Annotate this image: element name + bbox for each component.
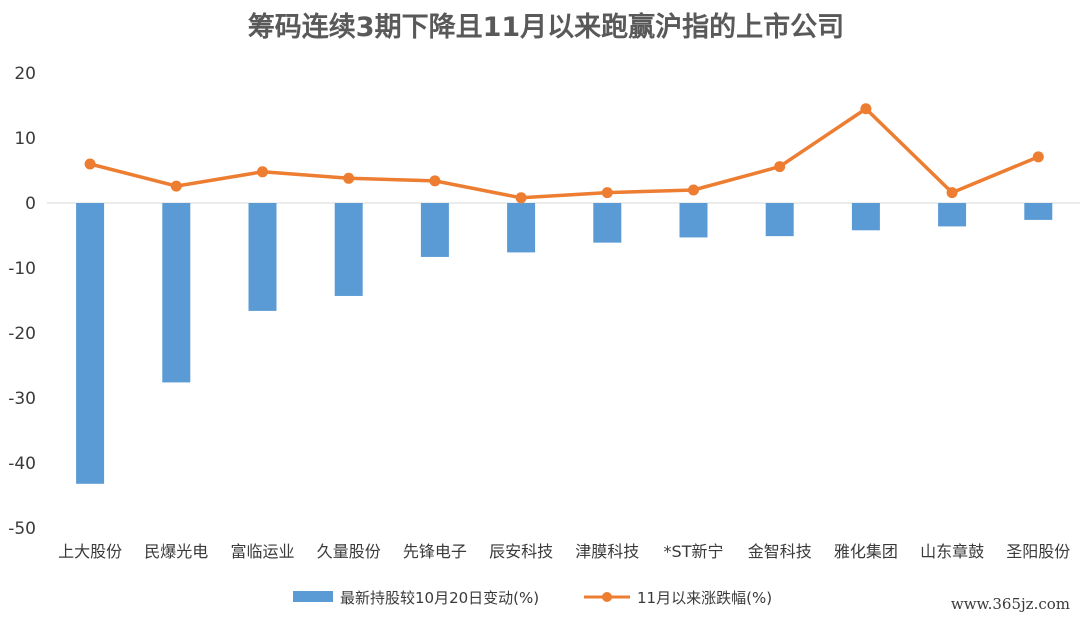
bar bbox=[851, 203, 880, 231]
legend: 最新持股较10月20日变动(%) 11月以来涨跌幅(%) bbox=[293, 589, 772, 607]
line-point bbox=[84, 158, 96, 170]
bar bbox=[938, 203, 967, 227]
y-tick-label: 10 bbox=[14, 129, 36, 149]
bar bbox=[76, 203, 105, 484]
legend-line-label: 11月以来涨跌幅(%) bbox=[637, 589, 772, 607]
bar bbox=[162, 203, 191, 383]
line-series bbox=[84, 103, 1044, 204]
y-tick-label: -40 bbox=[8, 454, 36, 474]
line-point bbox=[946, 187, 958, 199]
watermark: www.365jz.com bbox=[951, 595, 1070, 613]
x-tick-label: 山东章鼓 bbox=[920, 542, 984, 561]
x-tick-label: 雅化集团 bbox=[834, 542, 898, 561]
line-point bbox=[170, 180, 182, 192]
line-point bbox=[601, 187, 613, 199]
x-tick-label: 富临运业 bbox=[230, 542, 294, 561]
bar bbox=[420, 203, 449, 257]
y-tick-label: 0 bbox=[25, 194, 36, 214]
chart-title: 筹码连续3期下降且11月以来跑赢沪指的上市公司 bbox=[248, 11, 844, 43]
x-tick-label: 先锋电子 bbox=[403, 542, 467, 561]
bar bbox=[248, 203, 277, 311]
x-tick-label: 金智科技 bbox=[748, 542, 812, 561]
line-point bbox=[429, 175, 441, 187]
x-tick-label: 民爆光电 bbox=[144, 542, 208, 561]
line-point bbox=[343, 172, 355, 184]
x-tick-label: 久量股份 bbox=[317, 542, 381, 561]
series-line bbox=[89, 107, 1039, 200]
x-tick-label: 津膜科技 bbox=[575, 542, 639, 561]
line-point bbox=[860, 103, 872, 115]
bar bbox=[765, 203, 794, 237]
line-point bbox=[1032, 151, 1044, 163]
line-point bbox=[688, 184, 699, 196]
bar-series bbox=[76, 203, 1053, 484]
line-point bbox=[515, 192, 527, 204]
legend-bar-label: 最新持股较10月20日变动(%) bbox=[340, 589, 539, 607]
bar bbox=[507, 203, 536, 253]
line-point bbox=[774, 161, 786, 173]
y-tick-label: -20 bbox=[8, 324, 36, 344]
x-tick-label: 上大股份 bbox=[58, 542, 122, 561]
bar bbox=[1024, 203, 1053, 220]
y-tick-label: 20 bbox=[14, 64, 36, 84]
legend-line-marker bbox=[602, 592, 612, 602]
bar bbox=[334, 203, 363, 296]
x-tick-label: 圣阳股份 bbox=[1006, 542, 1070, 561]
y-tick-label: -10 bbox=[8, 259, 36, 279]
x-tick-label: *ST新宁 bbox=[664, 542, 724, 561]
bar bbox=[593, 203, 622, 243]
y-tick-label: -30 bbox=[8, 389, 36, 409]
x-axis: 上大股份 民爆光电 富临运业 久量股份 先锋电子 辰安科技 津膜科技 *ST新宁 金智科技 雅化集… bbox=[58, 542, 1070, 561]
line-point bbox=[257, 166, 268, 178]
y-tick-label: -50 bbox=[8, 519, 36, 539]
y-axis: 20 10 0 -10 -20 -30 -40 -50 bbox=[8, 64, 36, 539]
x-tick-label: 辰安科技 bbox=[489, 542, 553, 561]
bar bbox=[679, 203, 708, 238]
legend-bar-swatch bbox=[293, 591, 333, 602]
